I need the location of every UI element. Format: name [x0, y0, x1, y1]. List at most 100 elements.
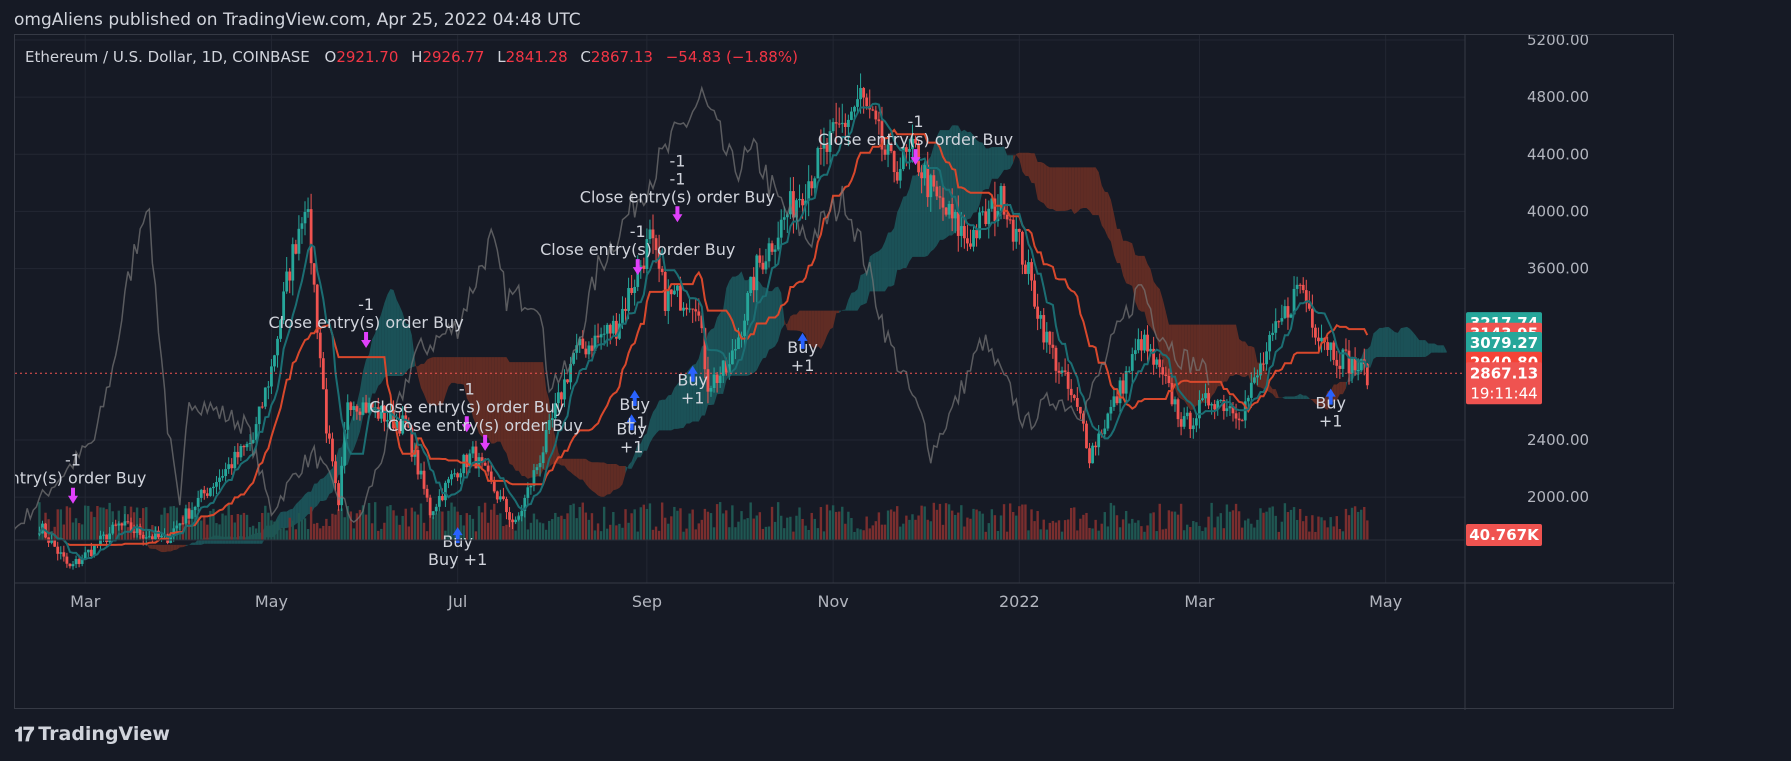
candle-body	[248, 442, 252, 444]
candle-body	[367, 402, 371, 413]
cloud-segment	[579, 458, 583, 480]
cloud-segment	[936, 130, 940, 246]
annotation-text: entry(s) order Buy	[15, 469, 146, 488]
volume-bar	[963, 526, 966, 540]
volume-bar	[480, 512, 484, 540]
candle-body	[1310, 308, 1314, 328]
cloud-segment	[1086, 167, 1090, 211]
candle-body	[1314, 327, 1317, 338]
candle-body	[1085, 423, 1088, 449]
buy-annotation: Buy+1	[619, 395, 650, 432]
buy-annotation: Buy+1	[787, 338, 818, 375]
cloud-segment	[735, 275, 739, 376]
cloud-segment	[649, 411, 653, 443]
volume-bar	[370, 523, 374, 540]
cloud-segment	[1107, 192, 1111, 242]
cloud-segment	[317, 479, 321, 506]
candle-body	[990, 198, 994, 209]
candle-body	[727, 364, 731, 373]
cloud-segment	[1342, 381, 1346, 395]
cloud-segment	[192, 542, 196, 545]
price-badge-label: 3079.27	[1470, 334, 1538, 352]
cloud-segment	[1184, 324, 1188, 406]
volume-bar	[432, 516, 435, 540]
volume-bar	[1207, 516, 1210, 540]
volume-bar	[633, 509, 636, 540]
volume-bar	[245, 514, 249, 540]
candle-body	[199, 489, 203, 498]
candle-body	[254, 424, 258, 440]
candle-body	[1115, 396, 1119, 404]
cloud-segment	[1052, 167, 1056, 212]
candle-body	[654, 238, 658, 251]
volume-bar	[389, 505, 392, 540]
annotation-text: -1	[65, 451, 81, 470]
volume-bar	[892, 511, 896, 540]
candle-body	[450, 474, 453, 480]
cloud-segment	[424, 359, 428, 403]
cloud-segment	[1025, 152, 1029, 177]
cloud-segment	[967, 131, 971, 220]
volume-bar	[422, 522, 426, 540]
cloud-segment	[1019, 152, 1023, 172]
candle-body	[456, 473, 460, 478]
cloud-segment	[494, 357, 498, 444]
volume-bar	[364, 514, 368, 540]
cloud-segment	[1126, 240, 1130, 285]
volume-bar	[1091, 528, 1094, 540]
cloud-segment	[1147, 263, 1151, 327]
cloud-segment	[985, 148, 989, 190]
candle-body	[624, 308, 627, 311]
candle-body	[914, 138, 917, 144]
cloud-segment	[891, 227, 895, 287]
cloud-segment	[503, 357, 507, 454]
candle-body	[282, 291, 286, 321]
annotation-text: Buy	[787, 338, 818, 357]
candle-body	[263, 387, 267, 407]
volume-bar	[508, 518, 511, 540]
candle-body	[828, 131, 832, 152]
candle-body	[782, 217, 786, 220]
candle-body	[1274, 321, 1278, 333]
cloud-segment	[537, 362, 541, 477]
cloud-segment	[1233, 324, 1237, 376]
volume-bar	[667, 523, 670, 540]
candle-body	[337, 483, 340, 506]
volume-bar	[444, 530, 447, 540]
volume-bar	[1228, 511, 1232, 540]
candle-body	[514, 519, 518, 523]
cloud-segment	[1065, 167, 1069, 211]
legend-symbol: Ethereum / U.S. Dollar, 1D, COINBASE	[25, 48, 310, 66]
candle-body	[553, 403, 557, 419]
cloud-segment	[189, 542, 193, 545]
volume-bar	[1076, 530, 1079, 540]
candle-body	[53, 539, 57, 547]
candle-body	[584, 348, 588, 355]
volume-bar	[728, 527, 731, 540]
candle-body	[279, 320, 282, 339]
volume-bar	[960, 505, 963, 540]
cloud-segment	[796, 310, 800, 332]
price-tick-label: 4400.00	[1527, 145, 1589, 163]
volume-bar	[236, 513, 240, 540]
footer-brand-label: TradingView	[38, 723, 170, 745]
volume-bar	[871, 525, 874, 540]
cloud-segment	[173, 544, 177, 551]
candle-body	[834, 122, 838, 124]
footer-brand[interactable]: 𝟏𝟕 TradingView	[14, 722, 170, 746]
candle-body	[666, 289, 670, 311]
candle-body	[669, 289, 673, 295]
candle-body	[218, 477, 221, 483]
candle-body	[520, 511, 524, 517]
cloud-segment	[933, 136, 937, 250]
cloud-segment	[1440, 345, 1444, 353]
candle-body	[328, 433, 331, 439]
cloud-segment	[656, 400, 660, 434]
candle-body	[605, 324, 609, 334]
cloud-segment	[930, 145, 934, 252]
volume-bar	[1213, 527, 1216, 540]
volume-bar	[1219, 513, 1222, 540]
volume-bar	[285, 530, 288, 540]
